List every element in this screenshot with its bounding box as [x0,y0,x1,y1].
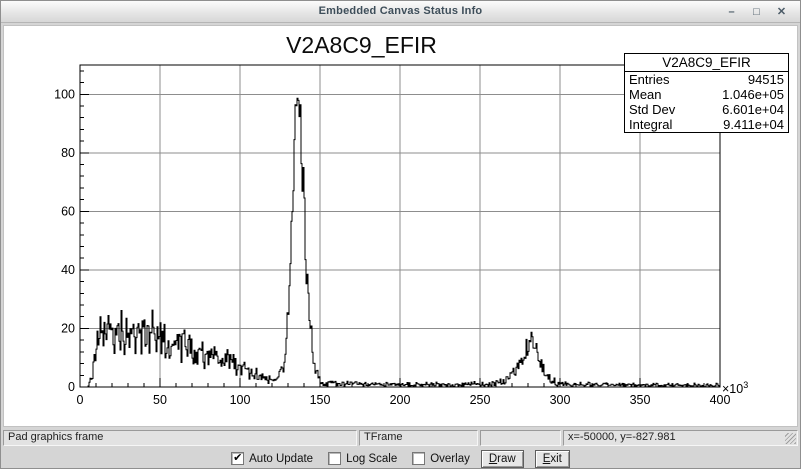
window-title: Embedded Canvas Status Info [318,5,483,17]
log-scale-checkbox[interactable]: ✔ Log Scale [328,452,397,465]
y-tick-label: 100 [54,87,75,101]
status-cell-object-info: Pad graphics frame [3,430,357,446]
stats-value: 9.411e+04 [723,117,784,132]
maximize-icon[interactable]: □ [753,6,760,18]
stats-row-mean: Mean 1.046e+05 [625,87,788,102]
y-tick-label: 80 [61,146,75,160]
x-tick-label: 350 [630,393,651,407]
auto-update-label: Auto Update [249,452,314,465]
exit-button[interactable]: Exit [534,449,570,468]
overlay-label: Overlay [430,452,470,465]
root-canvas[interactable]: V2A8C9_EFIR 0 50 100 150 200 250 300 350 400 0 20 4… [3,25,798,427]
y-tick-label: 60 [61,204,75,218]
controls-bar: ✔ Auto Update ✔ Log Scale ✔ Overlay Draw… [1,447,800,468]
x-tick-label: 150 [310,393,331,407]
histogram-svg[interactable]: 0 50 100 150 200 250 300 350 400 0 20 40 60 80 100 ×103 [4,26,799,428]
status-bar: Pad graphics frame TFrame x=-50000, y=-8… [3,430,798,446]
stats-value: 1.046e+05 [722,87,784,102]
title-bar[interactable]: Embedded Canvas Status Info – □ ✕ [1,1,800,23]
checkbox-icon: ✔ [231,452,245,465]
x-tick-label: 100 [230,393,251,407]
close-icon[interactable]: ✕ [776,6,787,18]
histogram-series-path [80,97,721,388]
y-tick-label: 40 [61,263,75,277]
y-tick-label: 0 [68,380,75,394]
status-cell-class: TFrame [359,430,478,446]
x-tick-label: 200 [390,393,411,407]
checkbox-icon: ✔ [328,452,342,465]
minimize-icon[interactable]: – [728,6,735,18]
histogram-title: V2A8C9_EFIR [286,32,437,58]
stats-box-title: V2A8C9_EFIR [625,54,788,72]
stats-label: Mean [629,87,662,102]
checkbox-icon: ✔ [412,452,426,465]
y-tick-label: 20 [61,321,75,335]
log-scale-label: Log Scale [346,452,398,465]
cursor-coordinates: x=-50000, y=-827.981 [568,431,676,443]
stats-value: 6.601e+04 [722,102,784,117]
stats-row-stddev: Std Dev 6.601e+04 [625,102,788,117]
window-buttons: – □ ✕ [719,1,794,23]
stats-label: Entries [629,72,670,87]
stats-box[interactable]: V2A8C9_EFIR Entries 94515 Mean 1.046e+05… [624,53,789,133]
stats-label: Integral [629,117,673,132]
x-tick-label: 250 [470,393,491,407]
x-tick-label: 300 [550,393,571,407]
stats-label: Std Dev [629,102,676,117]
status-cell-empty [480,430,561,446]
x-tick-label: 400 [710,393,731,407]
overlay-checkbox[interactable]: ✔ Overlay [412,452,470,465]
stats-row-integral: Integral 9.411e+04 [625,117,788,132]
checkmark-icon: ✔ [233,452,243,464]
status-cell-coordinates: x=-50000, y=-827.981 [563,430,798,446]
x-axis-exponent-label: ×103 [722,380,748,396]
resize-grip-icon[interactable] [785,433,796,444]
x-tick-label: 50 [153,393,167,407]
stats-value: 94515 [747,72,784,87]
stats-row-entries: Entries 94515 [625,72,788,87]
draw-button[interactable]: Draw [480,449,524,468]
x-tick-label: 0 [77,393,84,407]
auto-update-checkbox[interactable]: ✔ Auto Update [231,452,313,465]
